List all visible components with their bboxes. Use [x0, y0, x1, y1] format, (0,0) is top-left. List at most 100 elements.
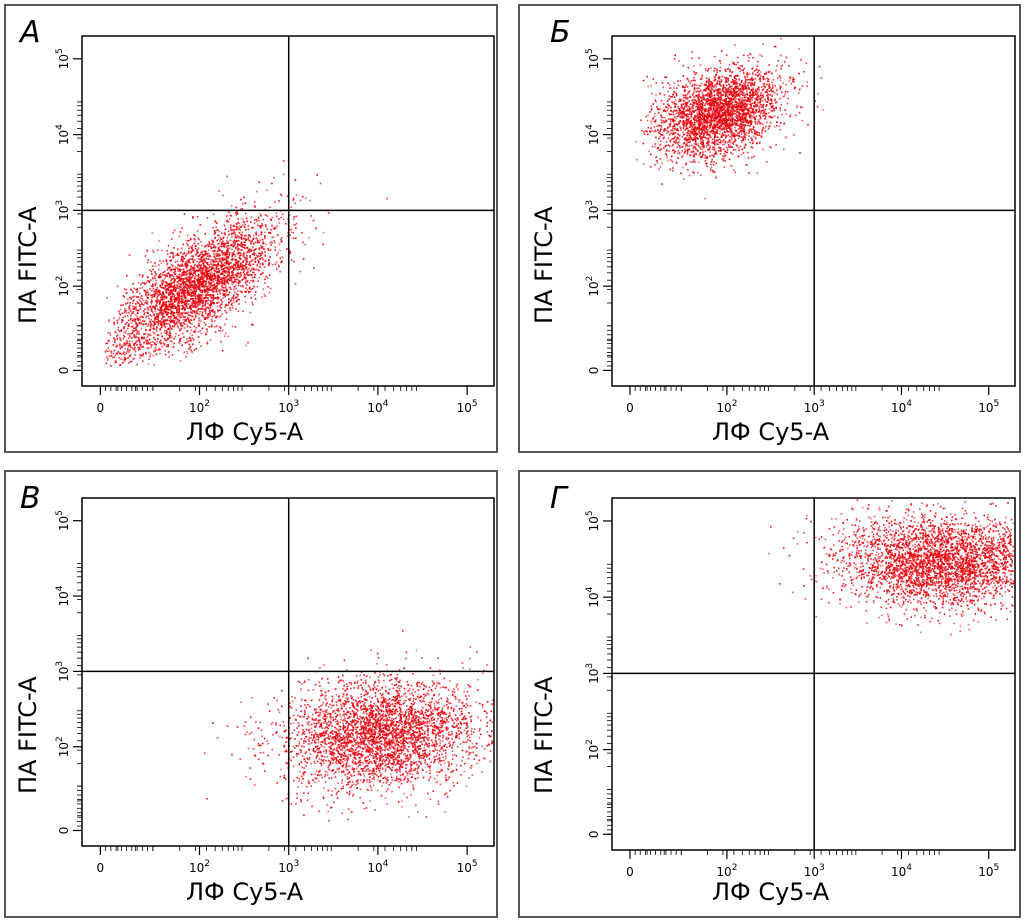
data-point	[192, 272, 195, 274]
data-point	[160, 342, 162, 345]
data-point	[206, 277, 209, 280]
data-point	[176, 293, 178, 295]
data-point	[160, 299, 162, 301]
data-point	[145, 343, 148, 345]
data-point	[168, 294, 171, 296]
data-point	[230, 279, 233, 282]
data-point	[118, 357, 121, 359]
data-point	[751, 83, 754, 85]
data-point	[174, 279, 176, 282]
data-point	[213, 269, 216, 272]
data-point	[106, 342, 109, 345]
data-point	[117, 319, 120, 321]
data-point	[258, 252, 260, 255]
data-point	[269, 206, 271, 209]
data-point	[225, 239, 228, 242]
data-point	[189, 314, 191, 317]
data-point	[248, 287, 251, 290]
data-point	[246, 284, 248, 286]
data-point	[236, 245, 239, 248]
data-point	[724, 77, 727, 80]
data-point	[174, 289, 177, 292]
data-point	[254, 273, 256, 276]
data-point	[275, 212, 277, 214]
data-point	[209, 275, 211, 278]
data-point	[253, 271, 255, 274]
data-point	[775, 107, 777, 110]
data-point	[720, 140, 722, 142]
data-point	[202, 267, 204, 269]
data-point	[255, 248, 257, 250]
data-point	[177, 319, 180, 322]
data-point	[222, 289, 224, 291]
data-point	[222, 282, 224, 284]
data-point	[207, 257, 210, 260]
data-point	[228, 273, 230, 276]
data-point	[227, 282, 229, 284]
data-point	[261, 238, 264, 241]
data-point	[154, 342, 157, 345]
data-point	[147, 312, 149, 314]
data-point	[189, 246, 192, 248]
data-point	[141, 276, 144, 278]
data-point	[190, 251, 192, 254]
data-point	[707, 92, 710, 94]
data-point	[185, 356, 187, 358]
data-point	[818, 65, 821, 68]
data-point	[682, 110, 684, 113]
data-point	[696, 112, 698, 114]
data-point	[688, 117, 691, 120]
data-point	[289, 234, 291, 237]
data-point	[744, 99, 747, 101]
data-point	[753, 135, 755, 138]
data-point	[153, 275, 156, 277]
data-point	[223, 271, 226, 273]
data-point	[160, 332, 163, 335]
data-point	[793, 87, 796, 90]
data-point	[138, 340, 141, 343]
data-point	[123, 353, 126, 356]
data-point	[201, 244, 203, 247]
data-point	[659, 132, 661, 135]
data-point	[710, 90, 713, 93]
data-point	[777, 116, 779, 119]
data-point	[234, 258, 236, 261]
data-point	[737, 108, 739, 110]
data-point	[120, 330, 123, 332]
data-point	[239, 275, 241, 278]
data-point	[204, 269, 206, 272]
data-point	[198, 294, 201, 296]
data-point	[222, 297, 224, 299]
data-point	[696, 84, 698, 86]
data-point	[686, 127, 689, 129]
data-point	[136, 340, 139, 342]
data-point	[135, 326, 138, 329]
data-point	[701, 114, 703, 116]
data-point	[105, 349, 108, 351]
data-point	[159, 306, 161, 308]
data-point	[197, 243, 199, 245]
data-point	[159, 296, 162, 299]
data-point	[173, 281, 176, 284]
data-point	[219, 240, 221, 242]
data-point	[188, 239, 190, 242]
data-point	[174, 270, 176, 272]
data-point	[146, 249, 149, 252]
data-point	[785, 113, 787, 115]
data-point	[183, 323, 186, 325]
data-point	[215, 270, 218, 273]
data-point	[223, 232, 226, 234]
data-point	[254, 298, 257, 300]
data-point	[189, 332, 192, 335]
data-point	[166, 273, 168, 275]
data-point	[207, 307, 210, 310]
data-point	[757, 74, 760, 77]
data-point	[230, 259, 233, 261]
data-point	[236, 223, 238, 225]
data-point	[188, 282, 191, 284]
data-point	[269, 231, 272, 234]
data-point	[131, 340, 134, 343]
data-point	[718, 120, 721, 123]
data-point	[161, 325, 163, 327]
data-point	[171, 328, 173, 331]
